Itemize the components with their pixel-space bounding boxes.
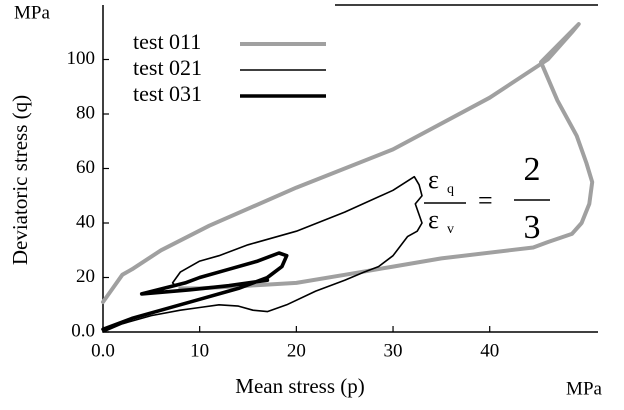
annotation-number: 2 [524, 151, 541, 188]
x-tick-label: 30 [384, 340, 403, 361]
x-unit: MPa [566, 378, 602, 399]
y-tick-label: 100 [67, 48, 96, 69]
y-tick-label: 40 [76, 211, 95, 232]
x-tick-label: 10 [190, 340, 209, 361]
legend-label: test 011 [133, 29, 201, 54]
series-line [101, 22, 595, 304]
x-tick-label: 0.0 [91, 340, 115, 361]
annotation-subscript: v [447, 222, 454, 237]
x-tick-label: 40 [480, 340, 499, 361]
y-tick-label: 0.0 [71, 320, 95, 341]
annotation-number: 3 [524, 209, 541, 246]
legend-label: test 031 [133, 81, 202, 106]
annotation-symbol: ε [428, 165, 439, 194]
y-tick-label: 60 [76, 157, 95, 178]
annotation-subscript: q [447, 182, 454, 197]
annotation-symbol: ε [428, 205, 439, 234]
y-tick-label: 20 [76, 266, 95, 287]
legend-label: test 021 [133, 55, 202, 80]
series-line [101, 251, 289, 332]
annotation: ε q ε v = 2 3 [424, 151, 550, 246]
y-unit: MPa [14, 2, 50, 23]
y-axis-label: Deviatoric stress (q) [8, 95, 32, 265]
x-tick-label: 20 [287, 340, 306, 361]
series-line [102, 175, 423, 333]
x-axis-label: Mean stress (p) [235, 374, 364, 398]
y-tick-label: 80 [76, 102, 95, 123]
annotation-equals: = [478, 186, 493, 215]
